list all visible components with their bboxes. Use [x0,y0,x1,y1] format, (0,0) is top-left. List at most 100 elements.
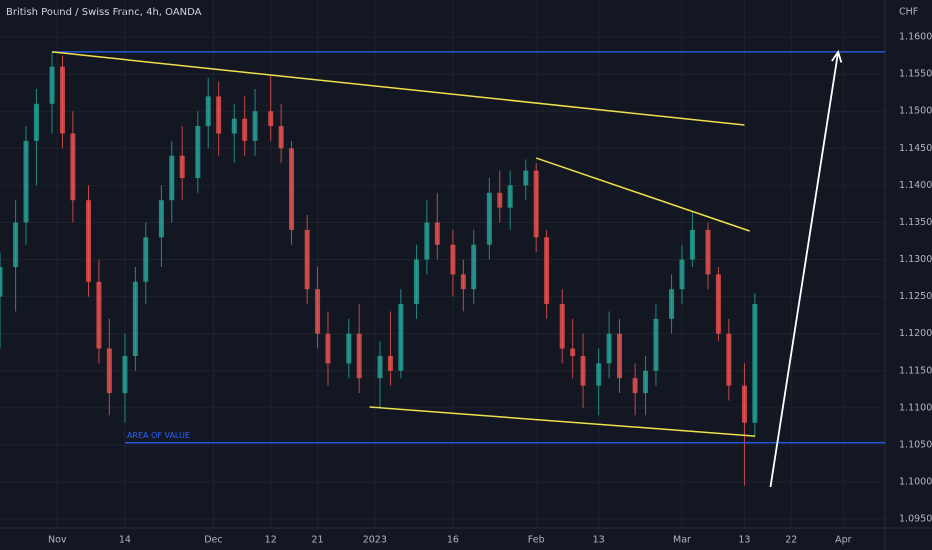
chart-title: British Pound / Swiss Franc, 4h, OANDA [6,7,202,18]
line-label: AREA OF VALUE [127,431,190,440]
candle-body [132,281,138,356]
y-tick-label: 1.12500 [899,291,932,302]
candle-body [216,96,222,134]
candle-body [471,244,477,290]
candle-body [49,66,55,104]
candle-body [70,133,76,201]
candle-body [231,118,237,134]
x-tick-label: Feb [528,535,545,546]
candle-body [507,185,513,208]
candle-body [13,222,19,267]
candle-body [523,170,529,186]
y-tick-label: 1.15000 [899,106,932,117]
x-tick-label: Dec [204,535,222,546]
trend-line [535,157,750,232]
x-tick-label: 13 [593,535,605,546]
arrow [769,51,840,488]
x-tick-label: Mar [673,535,691,546]
candle-body [559,304,565,349]
candle-body [741,385,747,423]
y-tick-label: 1.14500 [899,143,932,154]
candle-body [33,103,39,141]
candle-body [570,348,576,356]
x-tick-label: Apr [835,535,852,546]
candle-body [632,378,638,394]
trend-line [369,406,755,437]
y-tick-label: 1.13500 [899,217,932,228]
x-tick-label: 22 [785,535,797,546]
candle-body [268,111,274,127]
arrow-head [831,49,843,63]
candle-body [315,289,321,334]
candle-body [497,192,503,208]
candle-body [242,118,248,141]
candle-body [86,200,91,282]
candle-body [596,363,602,386]
candle-body [715,274,721,334]
y-tick-label: 1.09500 [899,514,932,525]
candle-body [179,155,185,178]
candle-body [346,333,352,364]
candle-body [434,222,440,245]
candle-body [617,333,622,379]
y-tick-label: 1.16000 [899,32,932,43]
candle-body [533,170,539,238]
candle-body [460,274,466,290]
candle-body [413,259,419,305]
candle-body [106,348,112,394]
candle-body [122,355,128,394]
candle-body [398,304,404,371]
y-tick-label: 1.12000 [899,328,932,339]
candle-body [23,140,29,223]
candle-body [278,126,284,149]
candle-body [304,229,310,290]
candle-body [96,281,102,349]
candle-body [752,304,758,423]
x-tick-label: 2023 [363,535,387,546]
candle-body [544,237,550,305]
trend-line [51,51,745,126]
candle-body [377,355,383,379]
candle-body [195,126,201,178]
y-tick-label: 1.14000 [899,180,932,191]
y-tick-label: 1.15500 [899,69,932,80]
candle-body [689,229,695,260]
candle-body [0,266,3,297]
candle-body [205,96,211,127]
candle-body [669,289,675,319]
y-tick-label: 1.11500 [899,365,932,376]
x-tick-label: 12 [265,535,277,546]
x-tick-label: 16 [447,535,459,546]
candle-body [726,333,732,386]
axis-unit: CHF [899,7,918,18]
y-tick-label: 1.13000 [899,254,932,265]
x-tick-label: 14 [119,535,131,546]
candle-body [169,155,175,201]
candle-body [679,259,685,290]
candle-body [252,111,258,141]
candle-body [606,333,612,364]
y-tick-label: 1.10000 [899,477,932,488]
candle-body [143,237,149,282]
candle-body [486,192,492,245]
candle-body [158,200,164,238]
candle-body [450,244,456,275]
candle-body [643,370,649,394]
x-tick-label: 13 [738,535,750,546]
x-tick-label: 21 [312,535,324,546]
candle-body [325,333,331,364]
candle-body [356,333,362,379]
candle-body [59,66,65,134]
candle-body [580,355,586,386]
y-tick-label: 1.11000 [899,402,932,413]
candle-body [387,355,393,371]
candle-body [289,148,295,230]
candle-body [424,222,430,260]
candle-body [653,318,659,371]
x-tick-label: Nov [48,535,67,546]
y-tick-label: 1.10500 [899,439,932,450]
candle-body [705,229,711,275]
